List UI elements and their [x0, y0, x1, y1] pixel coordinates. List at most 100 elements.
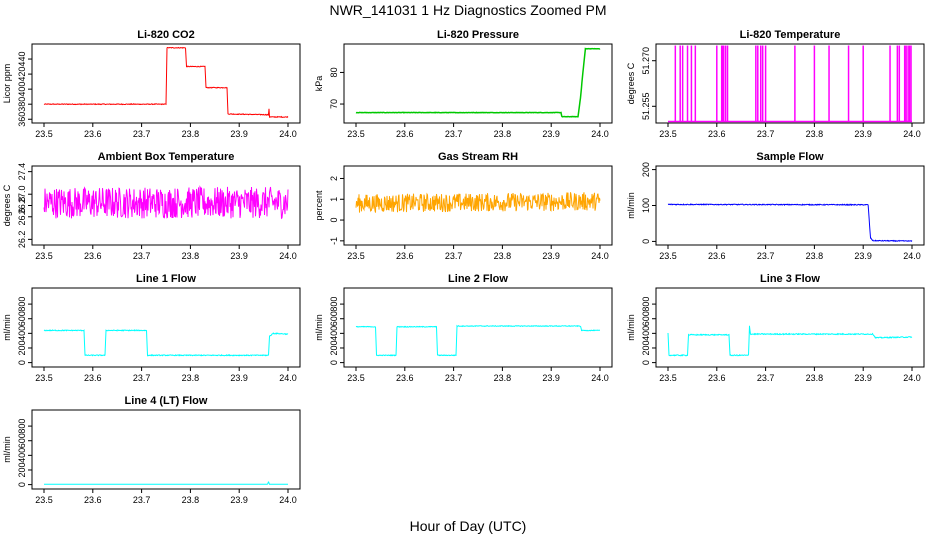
y-tick-label: 800	[17, 419, 27, 434]
y-tick-label: 1	[329, 197, 339, 202]
y-tick-label: 2	[329, 176, 339, 181]
y-axis-label: Licor ppm	[2, 64, 12, 104]
panel-2: Li-820 Pressure kPa 23.5 23.6 23.7 23.8 23.9 24…	[314, 29, 613, 139]
y-tick-label: 200	[17, 340, 27, 355]
y-tick-label: 200	[641, 162, 651, 177]
x-tick-label: 23.6	[84, 129, 102, 139]
x-tick-label: 23.5	[659, 251, 677, 261]
y-axis-label: degrees C	[626, 62, 636, 104]
x-tick-label: 23.9	[854, 251, 872, 261]
x-tick-label: 23.5	[659, 373, 677, 383]
x-tick-label: 23.7	[133, 373, 151, 383]
panel-title: Li-820 Temperature	[740, 29, 841, 41]
panel-title: Li-820 CO2	[137, 29, 194, 41]
x-tick-label: 23.5	[347, 251, 365, 261]
x-tick-label: 23.5	[347, 373, 365, 383]
x-tick-label: 23.5	[35, 129, 53, 139]
plot-frame	[343, 43, 613, 124]
y-tick-label: 400	[329, 326, 339, 341]
x-tick-label: 23.5	[347, 129, 365, 139]
x-tick-label: 23.6	[396, 251, 414, 261]
panel-7: Line 1 Flow ml/min 23.5 23.6 23.7 23.8 23.9 24.…	[2, 273, 301, 383]
y-tick-label: 400	[17, 326, 27, 341]
x-tick-label: 23.7	[445, 251, 463, 261]
y-tick-label: 360	[17, 112, 27, 127]
y-tick-label: 600	[17, 433, 27, 448]
panel-title: Li-820 Pressure	[437, 29, 519, 41]
y-tick-label: 26.2	[17, 231, 27, 249]
y-axis-label: ml/min	[626, 192, 636, 219]
x-tick-label: 23.9	[854, 373, 872, 383]
x-tick-label: 23.8	[806, 251, 824, 261]
x-tick-label: 23.7	[445, 373, 463, 383]
panel-1: Li-820 CO2 Licor ppm 23.5 23.6 23.7 23.8 23.9 2…	[2, 29, 301, 139]
panel-title: Sample Flow	[756, 151, 824, 163]
y-tick-label: -1	[329, 237, 339, 245]
plot-frame	[655, 165, 925, 246]
panel-10: Line 4 (LT) Flow ml/min 23.5 23.6 23.7 23.8 23…	[2, 395, 301, 505]
x-tick-label: 24.0	[591, 129, 609, 139]
x-tick-label: 23.9	[230, 129, 248, 139]
y-tick-label: 51.255	[641, 93, 651, 121]
x-tick-label: 23.6	[84, 251, 102, 261]
y-tick-label: 400	[17, 82, 27, 97]
series-line-1	[43, 185, 289, 220]
x-tick-label: 24.0	[903, 129, 921, 139]
x-tick-label: 23.8	[494, 129, 512, 139]
x-tick-label: 23.6	[708, 251, 726, 261]
panel-5: Gas Stream RH percent 23.5 23.6 23.7 23.8 23.9…	[314, 151, 613, 261]
x-axis-title: Hour of Day (UTC)	[409, 518, 527, 534]
y-tick-label: 80	[329, 67, 339, 77]
y-axis-label: degrees C	[2, 184, 12, 226]
y-tick-label: 200	[17, 462, 27, 477]
y-tick-label: 0	[17, 360, 27, 365]
x-tick-label: 23.9	[542, 251, 560, 261]
y-tick-label: 0	[329, 360, 339, 365]
y-axis-label: ml/min	[2, 436, 12, 463]
x-tick-label: 24.0	[279, 129, 297, 139]
x-tick-label: 23.5	[35, 495, 53, 505]
y-tick-label: 0	[329, 218, 339, 223]
y-tick-label: 27.4	[17, 163, 27, 181]
x-tick-label: 24.0	[279, 495, 297, 505]
y-tick-label: 420	[17, 67, 27, 82]
plot-frame	[343, 165, 613, 246]
x-tick-label: 23.7	[133, 251, 151, 261]
y-tick-label: 800	[329, 297, 339, 312]
y-tick-label: 0	[641, 239, 651, 244]
y-axis-label: ml/min	[626, 314, 636, 341]
panel-title: Line 2 Flow	[448, 273, 508, 285]
y-tick-label: 380	[17, 97, 27, 112]
y-tick-label: 26.8	[17, 197, 27, 215]
panel-title: Gas Stream RH	[438, 151, 518, 163]
x-tick-label: 23.6	[708, 373, 726, 383]
y-axis-label: percent	[314, 190, 324, 221]
x-tick-label: 23.8	[494, 251, 512, 261]
x-tick-label: 23.9	[542, 373, 560, 383]
x-tick-label: 23.9	[542, 129, 560, 139]
x-tick-label: 23.9	[230, 495, 248, 505]
x-tick-label: 23.8	[182, 251, 200, 261]
x-tick-label: 23.7	[445, 129, 463, 139]
x-tick-label: 23.6	[708, 129, 726, 139]
y-tick-label: 600	[17, 311, 27, 326]
x-tick-label: 23.6	[396, 129, 414, 139]
x-tick-label: 24.0	[903, 251, 921, 261]
x-tick-label: 24.0	[279, 373, 297, 383]
x-tick-label: 23.9	[230, 251, 248, 261]
x-tick-label: 23.8	[806, 129, 824, 139]
y-tick-label: 800	[641, 297, 651, 312]
plot-frame	[31, 287, 301, 368]
x-tick-label: 23.5	[35, 373, 53, 383]
x-tick-label: 23.7	[757, 251, 775, 261]
y-tick-label: 400	[641, 326, 651, 341]
plot-frame	[31, 43, 301, 124]
y-axis-label: ml/min	[314, 314, 324, 341]
x-tick-label: 23.7	[133, 495, 151, 505]
panel-8: Line 2 Flow ml/min 23.5 23.6 23.7 23.8 23.9 24.…	[314, 273, 613, 383]
x-tick-label: 24.0	[279, 251, 297, 261]
panel-title: Ambient Box Temperature	[98, 151, 235, 163]
x-tick-label: 23.7	[757, 129, 775, 139]
y-tick-label: 0	[641, 360, 651, 365]
